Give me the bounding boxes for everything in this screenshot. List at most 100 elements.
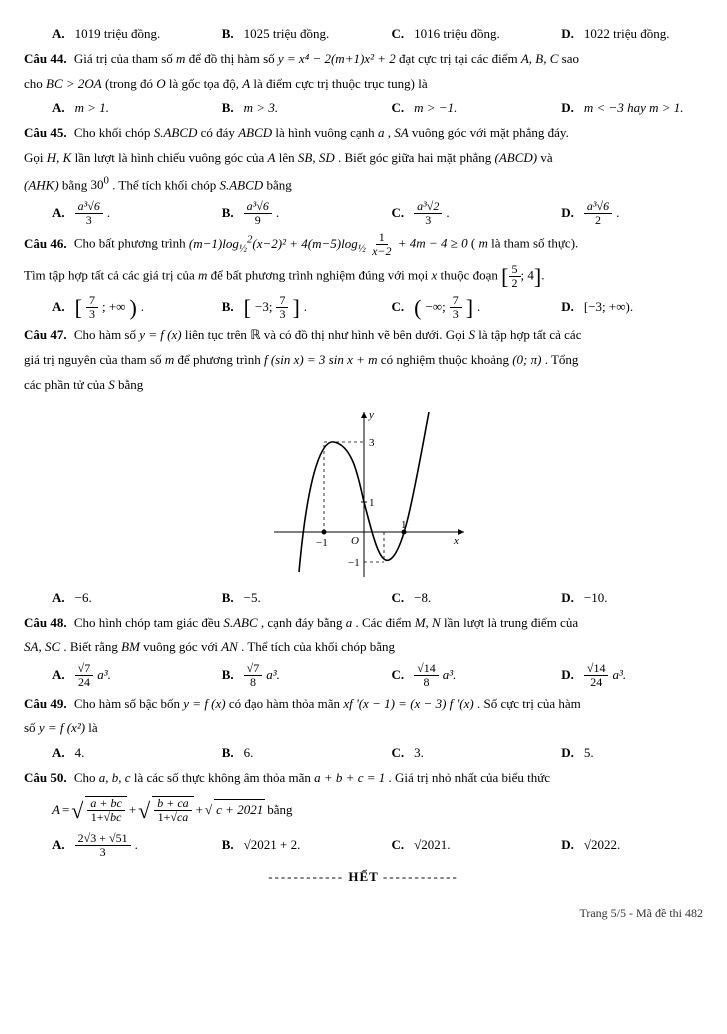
q45-sbsd: SB, SD: [298, 150, 335, 165]
q45-t8: lên: [279, 150, 298, 165]
q48-l2: SA, SC . Biết rằng BM vuông góc với AN .…: [24, 637, 703, 658]
opt-a-label: A.: [52, 24, 65, 45]
q49-t3: . Số cực trị của hàm: [477, 696, 581, 711]
q44-l2c: là gốc tọa độ,: [169, 76, 242, 91]
q45-ahk: (AHK): [24, 177, 59, 192]
opt-d-text: 1022 triệu đồng.: [584, 24, 670, 45]
footer-num: 482: [685, 906, 703, 920]
q47-t7: có nghiệm thuộc khoảng: [381, 352, 512, 367]
q47-t1: Cho hàm số: [74, 327, 139, 342]
q49-eq: xf '(x − 1) = (x − 3) f '(x): [343, 696, 473, 711]
q50-sum: a + b + c = 1: [314, 770, 385, 785]
q47-S2: S: [108, 377, 115, 392]
q45-a: a: [378, 125, 385, 140]
one-y: 1: [369, 497, 375, 509]
q45-l3: (AHK) bằng 300 . Thể tích khối chóp S.AB…: [24, 173, 703, 196]
q50-od: √2022.: [584, 835, 620, 856]
neg1x: −1: [316, 537, 328, 549]
q50-eqs: =: [62, 800, 69, 821]
q44-line2: cho BC > 2OA (trong đó O là gốc tọa độ, …: [24, 74, 703, 95]
q45-t1: Cho khối chóp: [74, 125, 154, 140]
q47-oc: −8.: [414, 588, 431, 609]
q47-l3: các phần tử của S bằng: [24, 375, 703, 396]
xlabel: x: [453, 535, 459, 547]
q48-t6: . Biết rằng: [63, 639, 121, 654]
q46-m2: m: [198, 267, 207, 282]
graph-svg: y x O −1 1 3 1 −1: [254, 402, 474, 582]
q45-hk: H, K: [47, 150, 72, 165]
dash1: ------------: [268, 869, 344, 884]
q47-R: ℝ: [250, 327, 260, 342]
q45-od: a³√62: [584, 200, 612, 227]
q48-t8: . Thể tích của khối chóp bằng: [241, 639, 395, 654]
q48-opts: A.√724a³. B.√78a³. C.√148a³. D.√1424a³.: [52, 662, 727, 689]
q46-t2: (: [471, 236, 475, 251]
q48-sasc: SA, SC: [24, 639, 60, 654]
opt-c-label: C.: [392, 24, 405, 45]
q46-expr: (m−1)log½2(x−2)² + 4(m−5)log½: [189, 236, 366, 251]
q45-label: Câu 45.: [24, 125, 67, 140]
footer-text: Trang 5/5 - Mã đề thi: [579, 906, 685, 920]
q47-yfx: y = f (x): [139, 327, 181, 342]
q44-l2d: là điểm cực trị thuộc trục tung) là: [253, 76, 427, 91]
q48-s: S.ABC: [223, 615, 257, 630]
end-marker: ------------ HẾT ------------: [24, 867, 703, 888]
top-options: A.1019 triệu đồng. B.1025 triệu đồng. C.…: [52, 24, 727, 45]
q49-t5: là: [88, 720, 97, 735]
q46-x: x: [431, 267, 437, 282]
q47-graph: y x O −1 1 3 1 −1: [24, 402, 703, 582]
q44-t1: Giá trị của tham số: [74, 51, 176, 66]
q44-l2b: (trong đó: [105, 76, 156, 91]
het: HẾT: [348, 869, 382, 884]
q47-ob: −5.: [244, 588, 261, 609]
q45-oa: a³√63: [75, 200, 103, 227]
q44-m: m: [176, 51, 185, 66]
q48-t3: . Các điểm: [356, 615, 415, 630]
q48-t1: Cho hình chóp tam giác đều: [74, 615, 223, 630]
negone: −1: [348, 557, 360, 569]
q50-ob: √2021 + 2.: [244, 835, 301, 856]
q49-od: 5.: [584, 743, 594, 764]
q50: Câu 50. Cho a, b, c là các số thực không…: [24, 768, 703, 789]
q47-t10: bằng: [118, 377, 143, 392]
q47-S: S: [468, 327, 475, 342]
q47-eq: f (sin x) = 3 sin x + m: [264, 352, 378, 367]
opt-b-text: 1025 triệu đồng.: [244, 24, 330, 45]
q47-int: (0; π): [512, 352, 541, 367]
q49-opts: A.4. B.6. C.3. D.5.: [52, 743, 727, 764]
q50-label: Câu 50.: [24, 770, 67, 785]
q46-range-r: ; 4: [521, 267, 534, 282]
q46-frac: 1x−2: [369, 231, 394, 258]
q46-tail: + 4m − 4 ≥ 0: [398, 236, 468, 251]
q44-ob: m > 3.: [244, 98, 278, 119]
opt-a-text: 1019 triệu đồng.: [75, 24, 161, 45]
dash2: ------------: [383, 869, 459, 884]
q45-s2: S.ABCD: [219, 177, 263, 192]
q47-t2: liên tục trên: [185, 327, 250, 342]
q47: Câu 47. Cho hàm số y = f (x) liên tục tr…: [24, 325, 703, 346]
q50-opts: A.2√3 + √513. B.√2021 + 2. C.√2021. D.√2…: [52, 832, 727, 859]
q44-l2a: cho: [24, 76, 46, 91]
q44-t4: sao: [562, 51, 579, 66]
q50-t2: là các số thực không âm thỏa mãn: [134, 770, 314, 785]
q47-t6: để phương trình: [177, 352, 264, 367]
q44-abc: A, B, C: [521, 51, 559, 66]
q49-oa: 4.: [75, 743, 85, 764]
q44-bc: BC > 2OA: [46, 76, 102, 91]
q47-m: m: [165, 352, 174, 367]
q46-opts: A.[73; +∞). B.[−3; 73]. C.(−∞; 73]. D.[−…: [52, 294, 727, 321]
q44-A: A: [242, 76, 250, 91]
q45-s: S.ABCD: [154, 125, 198, 140]
O: O: [351, 535, 359, 547]
q44-oa: m > 1.: [75, 98, 109, 119]
q49-ob: 6.: [244, 743, 254, 764]
q44-opts: A.m > 1. B.m > 3. C.m > −1. D.m < −3 hay…: [52, 98, 727, 119]
q47-oa: −6.: [75, 588, 92, 609]
q50-p2: +: [196, 800, 203, 821]
q49-oc: 3.: [414, 743, 424, 764]
q45-t11: bằng: [62, 177, 91, 192]
q45-abcd: ABCD: [238, 125, 272, 140]
q45-t10: và: [540, 150, 552, 165]
q48-a: a: [346, 615, 353, 630]
q45-plane: (ABCD): [495, 150, 538, 165]
